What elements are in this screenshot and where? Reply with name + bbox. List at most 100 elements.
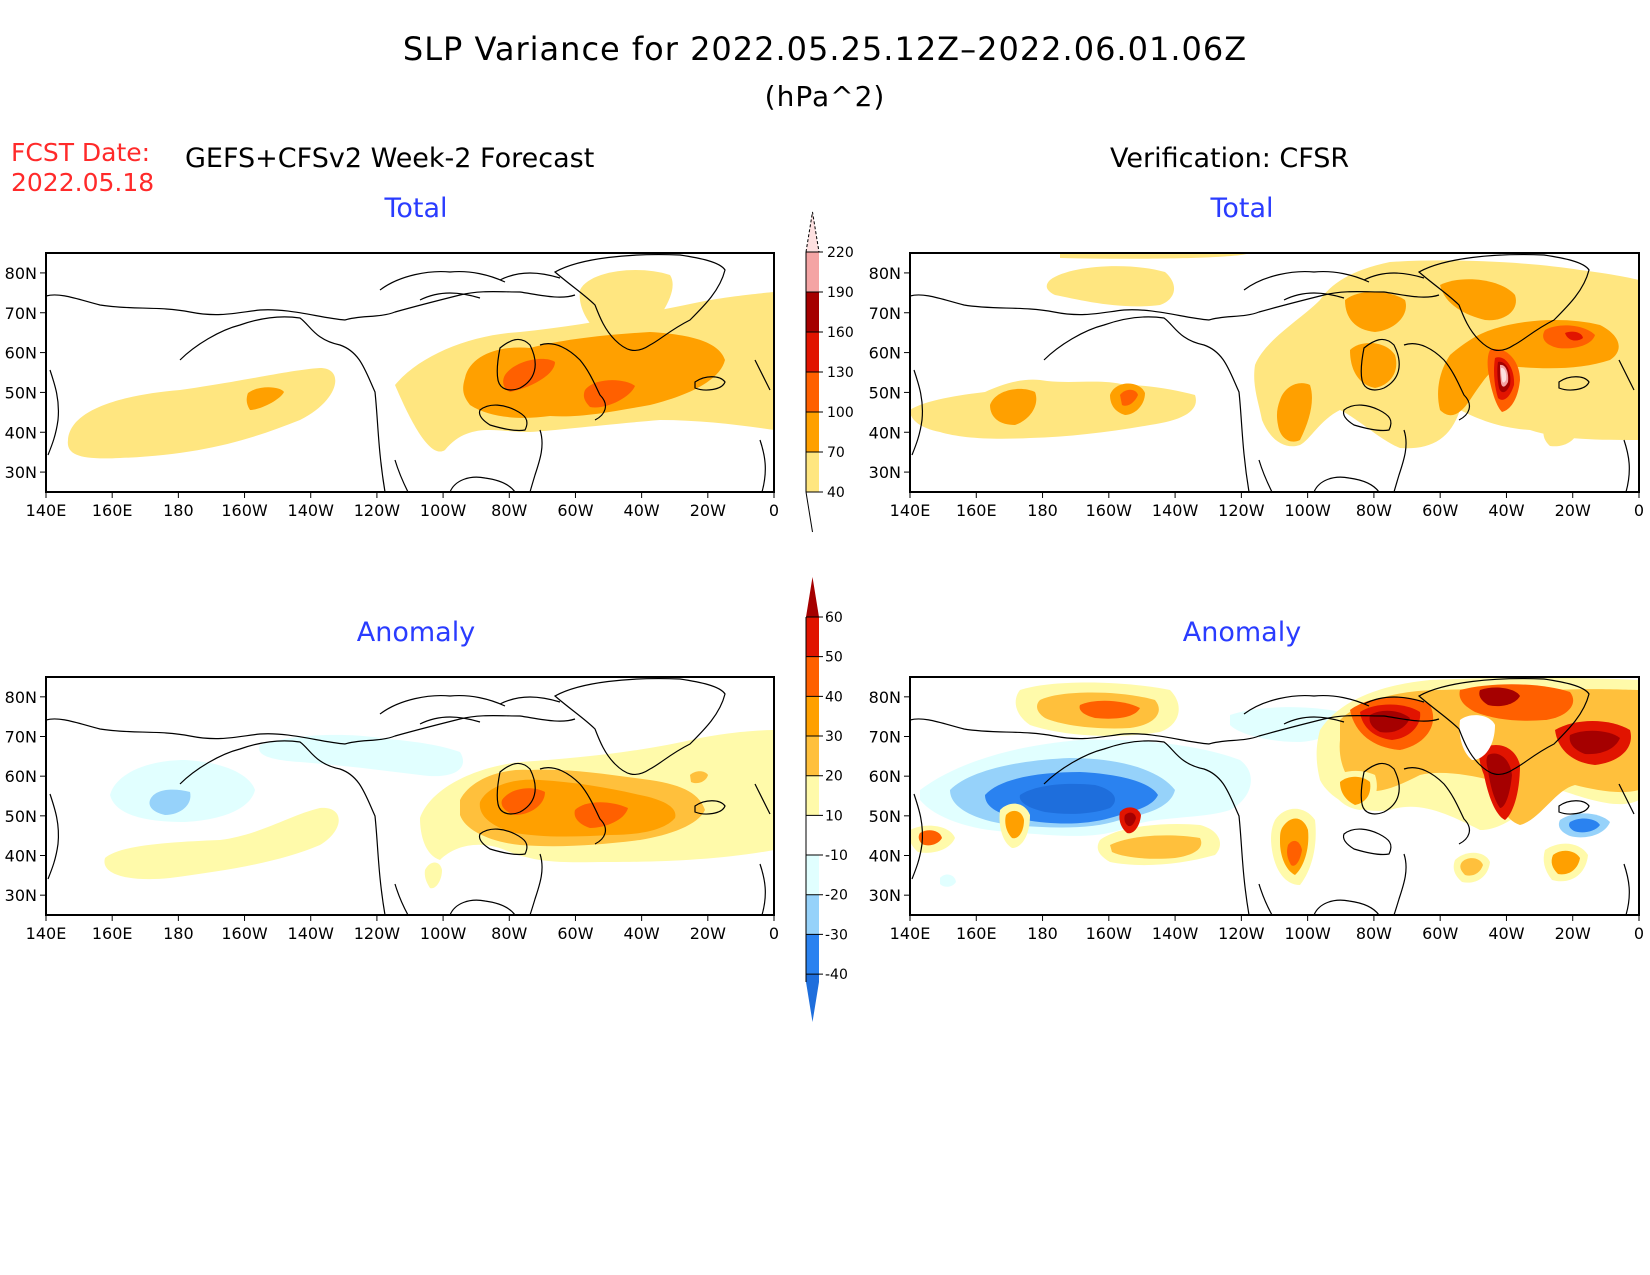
coastline-kamchatka bbox=[911, 369, 924, 456]
x-tick-label: 140E bbox=[890, 501, 931, 520]
map-verification-total bbox=[910, 253, 1639, 492]
x-tick-label: 60W bbox=[1422, 924, 1458, 943]
y-tick-label: 40N bbox=[5, 423, 37, 442]
coastline-great-lakes bbox=[478, 828, 528, 856]
x-tick-label: 180 bbox=[1027, 501, 1058, 520]
coastline-iceland bbox=[694, 800, 726, 815]
coastline-us-east bbox=[529, 429, 543, 492]
colorbar-total-bottom-arrow bbox=[805, 491, 813, 533]
coastline-europe bbox=[754, 359, 771, 492]
contour-40-50-central-us bbox=[1287, 840, 1302, 866]
y-tick-label: 40N bbox=[5, 847, 37, 866]
panel-title-forecast-anomaly: Anomaly bbox=[356, 617, 476, 648]
x-tick-label: 140E bbox=[890, 924, 931, 943]
coastline-eurasia-arctic bbox=[46, 718, 346, 745]
x-tick-label: 60W bbox=[557, 924, 593, 943]
coastline-us-east bbox=[1393, 853, 1407, 915]
coastline-canada-arctic bbox=[1208, 291, 1440, 321]
x-tick-label: 40W bbox=[624, 501, 660, 520]
contour-40-70-north-pacific bbox=[910, 379, 1196, 439]
x-tick-label: 80W bbox=[491, 501, 527, 520]
colorbar-total-label: 130 bbox=[827, 365, 854, 381]
contour-220-plus-40w bbox=[1501, 367, 1507, 383]
y-tick-label: 60N bbox=[5, 344, 37, 363]
x-tick-label: 40W bbox=[1488, 501, 1524, 520]
coastline-kamchatka bbox=[47, 793, 60, 880]
coastline-eurasia-arctic bbox=[910, 718, 1210, 745]
x-tick-label: 140W bbox=[1152, 501, 1199, 520]
x-tick-label: 40W bbox=[1488, 924, 1524, 943]
coastline-alaska bbox=[1043, 740, 1250, 915]
fcst-date-value: 2022.05.18 bbox=[11, 168, 155, 197]
coastline-canadian-archipelago bbox=[1243, 270, 1425, 301]
colorbar-anomaly: -40 -30 -20 -10 10 20 30 40 50 60 bbox=[805, 577, 848, 1022]
coastline-kamchatka bbox=[47, 369, 60, 456]
contour-40-70-north-pacific-arctic bbox=[1046, 266, 1175, 307]
colorbar-anomaly-bin bbox=[806, 934, 819, 975]
x-tick-label: 160E bbox=[956, 501, 997, 520]
contour-30-40-azores-b bbox=[1551, 850, 1580, 875]
y-tick-label: 50N bbox=[5, 383, 37, 402]
y-tick-label: 60N bbox=[5, 767, 37, 786]
y-tick-label: 40N bbox=[869, 847, 901, 866]
coastline-us-east bbox=[1393, 429, 1407, 492]
y-tick-label: 70N bbox=[5, 304, 37, 323]
colorbar-anomaly-bottom-arrow bbox=[806, 982, 819, 1022]
contour-40-70-pacific bbox=[67, 368, 336, 459]
colorbar-total-label: 100 bbox=[827, 405, 854, 421]
shading-forecast-total bbox=[67, 270, 774, 459]
colorbar-total-bin bbox=[806, 372, 819, 412]
coastline-europe bbox=[1618, 359, 1635, 492]
y-tick-label: 80N bbox=[5, 264, 37, 283]
contour-130-160-iceland bbox=[1565, 331, 1583, 341]
x-tick-label: 180 bbox=[163, 501, 194, 520]
x-tick-label: 60W bbox=[557, 501, 593, 520]
coastline-eurasia-arctic bbox=[910, 294, 1210, 321]
y-tick-label: 50N bbox=[869, 383, 901, 402]
contour-neg40-pacific bbox=[1019, 783, 1115, 814]
fcst-date-label: FCST Date: bbox=[11, 138, 151, 167]
coastlines-forecast-anomaly bbox=[46, 677, 771, 915]
colorbar-total-label: 70 bbox=[827, 445, 845, 461]
coastline-kamchatka bbox=[911, 793, 924, 880]
verification-heading: Verification: CFSR bbox=[1110, 143, 1350, 174]
coastline-greenland bbox=[553, 253, 726, 352]
x-tick-label: 80W bbox=[1356, 501, 1392, 520]
y-tick-label: 70N bbox=[869, 304, 901, 323]
x-tick-label: 40W bbox=[624, 924, 660, 943]
coastline-great-lakes bbox=[478, 404, 528, 432]
colorbar-total-label: 40 bbox=[827, 485, 845, 501]
x-tick-label: 20W bbox=[690, 924, 726, 943]
shading-forecast-anomaly bbox=[104, 730, 774, 889]
coastline-alaska bbox=[179, 316, 386, 492]
axes-forecast-anomaly: 140E 160E 180 160W 140W 120W 100W 80W 60W 40W 20W 0… bbox=[5, 688, 779, 943]
colorbar-total: 40 70 100 130 160 190 220 bbox=[805, 211, 854, 533]
colorbar-anomaly-label: -40 bbox=[825, 967, 848, 983]
x-tick-label: 0 bbox=[1634, 924, 1644, 943]
contour-70-100-pacific-a bbox=[990, 388, 1037, 425]
x-tick-label: 20W bbox=[1555, 924, 1591, 943]
x-tick-label: 120W bbox=[1218, 501, 1265, 520]
panel-title-verification-anomaly: Anomaly bbox=[1182, 617, 1302, 648]
coastline-gulf-mexico bbox=[1313, 476, 1380, 492]
map-forecast-anomaly bbox=[46, 677, 774, 915]
coastline-canada-arctic bbox=[344, 715, 576, 745]
coastline-baja bbox=[394, 883, 409, 915]
contour-70-100-canada bbox=[463, 332, 725, 418]
contour-70-100-central-us bbox=[1276, 383, 1312, 442]
coastline-labrador bbox=[1403, 767, 1471, 845]
coastline-labrador bbox=[1403, 343, 1471, 421]
coastline-gulf-mexico bbox=[449, 476, 516, 492]
x-tick-label: 20W bbox=[1555, 501, 1591, 520]
colorbar-total-bin bbox=[806, 252, 819, 292]
y-tick-label: 30N bbox=[5, 886, 37, 905]
contour-40-50-labrador bbox=[574, 802, 628, 828]
contour-40-70-top-strip bbox=[1060, 253, 1250, 259]
y-tick-label: 60N bbox=[869, 767, 901, 786]
coastline-canada-arctic bbox=[344, 291, 576, 321]
coastline-gulf-mexico bbox=[1313, 899, 1380, 915]
y-tick-label: 70N bbox=[5, 728, 37, 747]
x-tick-label: 0 bbox=[769, 501, 779, 520]
coastline-canada-arctic bbox=[1208, 715, 1440, 745]
coastline-baja bbox=[394, 459, 409, 492]
